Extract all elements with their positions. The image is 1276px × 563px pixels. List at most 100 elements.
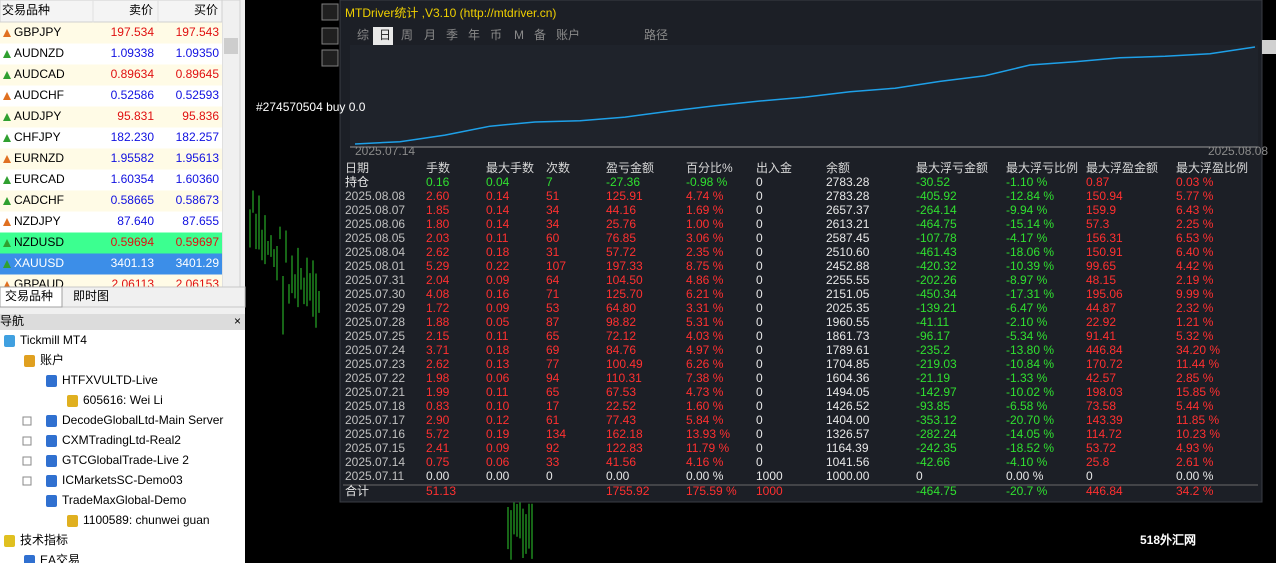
cell: 0.11 — [486, 385, 509, 399]
cell: 2025.07.31 — [345, 273, 405, 287]
cell: -96.17 — [916, 329, 950, 343]
tree-icon — [46, 495, 57, 507]
ask: 197.543 — [176, 25, 220, 39]
cell: 2025.07.17 — [345, 413, 405, 427]
bid: 87.640 — [117, 214, 154, 228]
cell: 4.97 % — [686, 343, 724, 357]
cell: -242.35 — [916, 441, 957, 455]
cell: 53.72 — [1086, 441, 1116, 455]
cell: 64 — [546, 273, 560, 287]
cell: 0 — [546, 469, 553, 483]
cell: 4.93 % — [1176, 441, 1214, 455]
cell: 10.23 % — [1176, 427, 1220, 441]
expander — [22, 476, 32, 486]
cell: 2025.07.15 — [345, 441, 405, 455]
cell: 0.09 — [486, 273, 510, 287]
equity-chart — [350, 45, 1258, 147]
tree-item: 1100589: chunwei guan — [83, 513, 210, 527]
cell: -6.47 % — [1006, 301, 1048, 315]
stats-tab: 路径 — [644, 27, 668, 42]
ask: 0.59697 — [176, 235, 220, 249]
tree-item: ICMarketsSC-Demo03 — [62, 473, 183, 487]
cell: 0.03 % — [1176, 175, 1214, 189]
tree-icon — [4, 535, 15, 547]
cell: 1041.56 — [826, 455, 870, 469]
cell: -0.98 % — [686, 175, 728, 189]
symbol: EURCAD — [14, 172, 65, 186]
cell: -235.2 — [916, 343, 950, 357]
stats-tab: 月 — [424, 28, 436, 42]
cell: -6.58 % — [1006, 399, 1048, 413]
col-header: 出入金 — [756, 160, 792, 175]
cell: -41.11 — [916, 315, 949, 329]
cell: 4.73 % — [686, 385, 724, 399]
cell: 11.85 % — [1176, 413, 1219, 427]
cell: 0.18 — [486, 343, 510, 357]
date-label: 2025.08.08 — [1208, 144, 1268, 158]
tree-icon — [46, 415, 57, 427]
tool-icon[interactable] — [321, 49, 339, 67]
cell: 1861.73 — [826, 329, 870, 343]
cell: 0 — [756, 217, 763, 231]
col-header: 最大浮盈金额 — [1086, 160, 1158, 175]
cell: 71 — [546, 287, 560, 301]
cell: -9.94 % — [1006, 203, 1048, 217]
cell: 0.12 — [486, 413, 510, 427]
cell: 2452.88 — [826, 259, 870, 273]
cell: 2025.07.11 — [345, 469, 404, 483]
cell: 98.82 — [606, 315, 636, 329]
cell: 57.3 — [1086, 217, 1110, 231]
cell: -464.75 — [916, 217, 957, 231]
cell: 0 — [756, 273, 763, 287]
stats-tab: 备 — [534, 28, 546, 42]
cell: -18.06 % — [1006, 245, 1054, 259]
cell: 2025.07.22 — [345, 371, 405, 385]
tool-icon[interactable] — [321, 3, 339, 21]
cell: 1000.00 — [826, 469, 870, 483]
cell: 1.99 — [426, 385, 450, 399]
row-bg — [0, 190, 222, 212]
cell: -18.52 % — [1006, 441, 1054, 455]
cell: 25.76 — [606, 217, 636, 231]
row-bg — [0, 64, 222, 86]
cell: 2025.08.05 — [345, 231, 405, 245]
bid: 1.60354 — [111, 172, 155, 186]
symbol: AUDJPY — [14, 109, 61, 123]
symbol: GBPJPY — [14, 25, 61, 39]
cell: -13.80 % — [1006, 343, 1054, 357]
cell: 1.88 — [426, 315, 450, 329]
cell: -1.10 % — [1006, 175, 1048, 189]
cell: -139.21 — [916, 301, 957, 315]
tool-icon[interactable] — [321, 27, 339, 45]
cell: 94 — [546, 371, 560, 385]
expander — [22, 436, 32, 446]
cell: 0 — [756, 301, 763, 315]
symbol: NZDUSD — [14, 235, 64, 249]
cell: 0.00 % — [1006, 469, 1044, 483]
cell: 4.74 % — [686, 189, 724, 203]
cell: 1.80 — [426, 217, 450, 231]
row-bg — [0, 148, 222, 170]
cell: 1.60 % — [686, 399, 724, 413]
cell: 1404.00 — [826, 413, 870, 427]
scroll-thumb[interactable] — [224, 38, 238, 54]
cell: 2.15 — [426, 329, 450, 343]
bid: 3401.13 — [111, 256, 155, 270]
cell: 73.58 — [1086, 399, 1116, 413]
bid: 0.89634 — [111, 67, 155, 81]
cell: 1.98 — [426, 371, 450, 385]
cell: 0.04 — [486, 175, 510, 189]
cell: 1.69 % — [686, 203, 724, 217]
cell: 22.92 — [1086, 315, 1116, 329]
header: 卖价 — [129, 3, 153, 17]
cell: 6.43 % — [1176, 203, 1214, 217]
close[interactable]: × — [234, 314, 241, 328]
cell: -420.32 — [916, 259, 957, 273]
cell: -8.97 % — [1006, 273, 1048, 287]
cell: 65 — [546, 329, 560, 343]
cell: -405.92 — [916, 189, 957, 203]
cell: -20.7 % — [1006, 484, 1048, 498]
cell: 4.16 % — [686, 455, 724, 469]
cell: -2.10 % — [1006, 315, 1048, 329]
symbol: EURNZD — [14, 151, 64, 165]
